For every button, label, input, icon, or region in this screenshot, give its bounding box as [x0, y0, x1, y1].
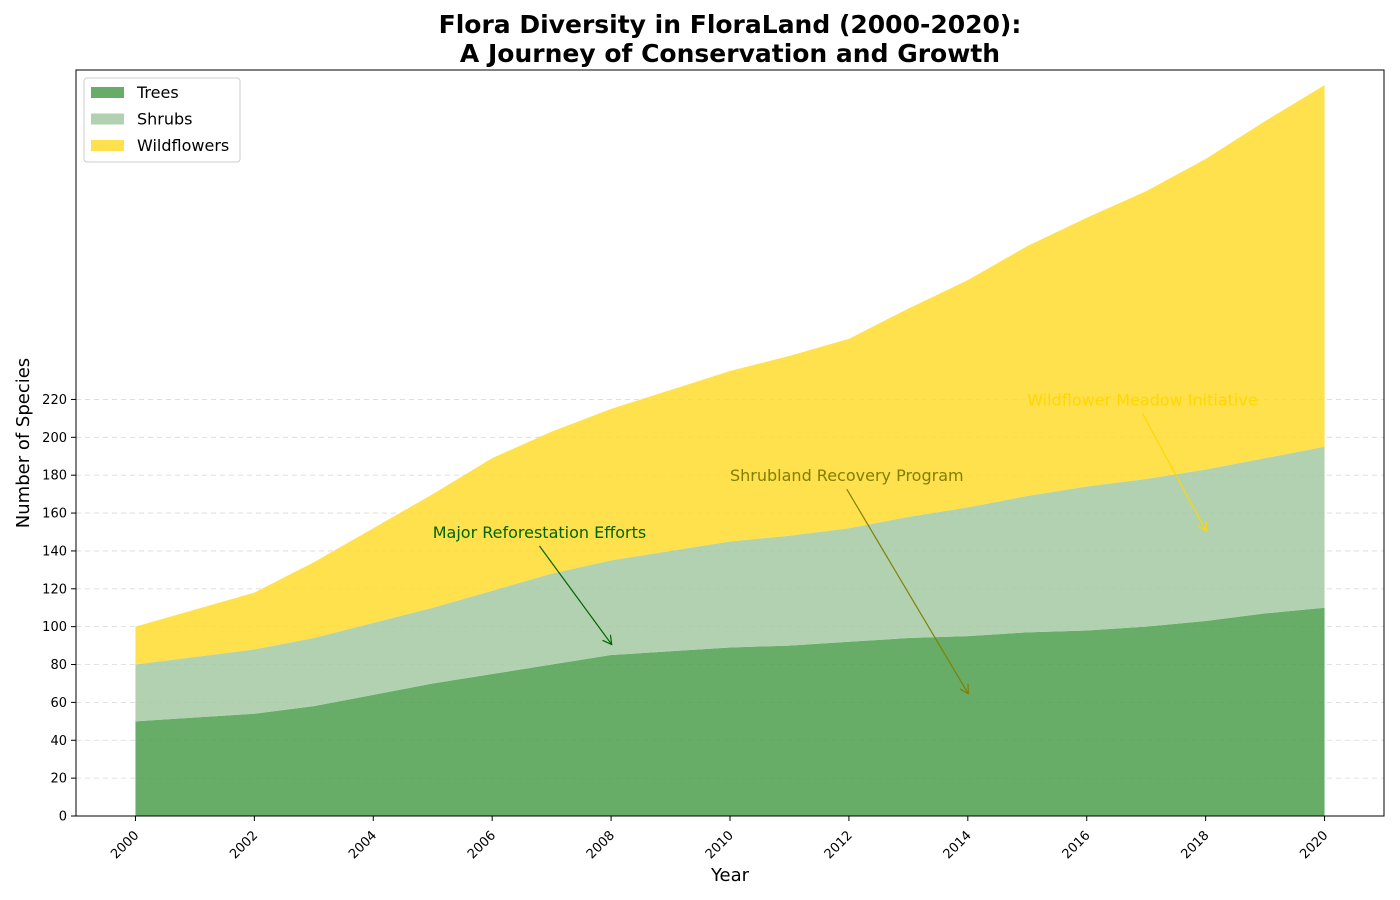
annotation-arrow-shrubland-recovery-program [846, 488, 968, 693]
y-tick-label-60: 60 [50, 696, 67, 711]
annotation-arrow-wildflower-meadow-initiative [1141, 413, 1205, 530]
x-tick-label-2010: 2010 [703, 828, 737, 862]
annotation-major-reforestation-efforts: Major Reforestation Efforts [433, 523, 647, 542]
legend-label-trees: Trees [136, 83, 179, 102]
y-tick-label-120: 120 [42, 582, 67, 597]
x-tick-label-2000: 2000 [108, 828, 142, 862]
x-tick-label-2018: 2018 [1178, 828, 1212, 862]
y-axis-label: Number of Species [13, 358, 34, 528]
y-tick-label-40: 40 [50, 734, 67, 749]
y-axis-ticks: 0 20 40 60 80 100 120 140 160 180 200 220 [42, 393, 76, 825]
annotation-shrubland-recovery-program: Shrubland Recovery Program [730, 466, 964, 485]
legend-swatch-wildflowers [91, 140, 124, 151]
y-tick-label-220: 220 [42, 393, 67, 408]
legend: Trees Shrubs Wildflowers [83, 77, 241, 163]
area-shrubs [135, 446, 1325, 722]
x-tick-label-2004: 2004 [346, 828, 380, 862]
y-tick-label-100: 100 [42, 620, 67, 635]
x-tick-label-2012: 2012 [822, 828, 856, 862]
area-trees [135, 607, 1325, 816]
x-tick-label-2008: 2008 [584, 828, 618, 862]
x-tick-label-2002: 2002 [227, 828, 261, 862]
legend-swatch-trees [91, 87, 124, 98]
stacked-areas [135, 85, 1325, 816]
legend-label-wildflowers: Wildflowers [137, 136, 229, 155]
x-axis-label: Year [710, 865, 750, 886]
x-axis-ticks: 2000 2002 2004 2006 2008 2010 2012 2014 2016 2018… [108, 816, 1331, 862]
annotation-wildflower-meadow-initiative: Wildflower Meadow Initiative [1027, 390, 1257, 409]
y-tick-label-0: 0 [59, 810, 67, 825]
annotation-arrow-major-reforestation-efforts [538, 545, 611, 644]
y-tick-label-80: 80 [50, 658, 67, 673]
x-tick-label-2020: 2020 [1297, 828, 1331, 862]
x-tick-label-2016: 2016 [1060, 828, 1094, 862]
chart-title-line-1: Flora Diversity in FloraLand (2000-2020)… [439, 10, 1022, 39]
x-tick-label-2014: 2014 [941, 828, 975, 862]
y-tick-label-160: 160 [42, 507, 67, 522]
x-tick-label-2006: 2006 [465, 828, 499, 862]
y-tick-label-180: 180 [42, 469, 67, 484]
legend-swatch-shrubs [91, 113, 124, 125]
annotations: Major Reforestation Efforts Shrubland Rec… [433, 390, 1258, 692]
y-tick-label-140: 140 [42, 544, 67, 559]
y-tick-label-20: 20 [50, 772, 67, 787]
y-tick-label-200: 200 [42, 431, 67, 446]
chart-title-line-2: A Journey of Conservation and Growth [460, 39, 1000, 68]
legend-label-shrubs: Shrubs [137, 110, 193, 129]
area-wildflowers [135, 85, 1325, 665]
